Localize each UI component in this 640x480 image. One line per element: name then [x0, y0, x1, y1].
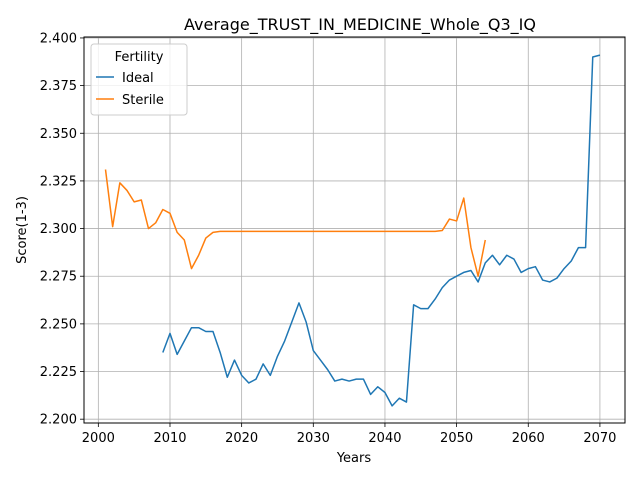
x-tick-label: 2010 — [153, 431, 186, 446]
x-tick-label: 2000 — [82, 431, 115, 446]
x-axis: 2000 2010 2020 2030 2040 2050 2060 2070 — [82, 423, 616, 446]
x-tick-label: 2050 — [440, 431, 473, 446]
series-line-ideal — [162, 54, 601, 407]
y-tick-label: 2.325 — [40, 174, 77, 189]
legend-box — [90, 43, 188, 116]
legend-title: Fertility — [115, 50, 164, 65]
x-tick-label: 2030 — [297, 431, 330, 446]
y-tick-label: 2.350 — [40, 127, 77, 142]
legend-label-ideal: Ideal — [122, 71, 154, 86]
x-tick-label: 2040 — [368, 431, 401, 446]
legend: Fertility Ideal Sterile — [90, 43, 188, 116]
y-tick-label: 2.200 — [40, 413, 77, 428]
y-tick-label: 2.300 — [40, 222, 77, 237]
plot-lines — [104, 54, 601, 407]
x-tick-label: 2060 — [512, 431, 545, 446]
y-axis-label: Score(1-3) — [15, 196, 30, 264]
y-tick-label: 2.250 — [40, 317, 77, 332]
x-tick-label: 2020 — [225, 431, 258, 446]
grid-lines — [84, 37, 625, 423]
y-tick-label: 2.225 — [40, 365, 77, 380]
chart-title: Average_TRUST_IN_MEDICINE_Whole_Q3_IQ — [184, 15, 536, 35]
series-line-sterile — [104, 169, 487, 277]
y-tick-label: 2.400 — [40, 31, 77, 46]
plot-frame — [83, 36, 626, 424]
legend-label-sterile: Sterile — [122, 93, 164, 108]
y-axis: 2.200 2.225 2.250 2.275 2.300 2.325 2.350 2.375… — [40, 31, 84, 428]
y-tick-label: 2.375 — [40, 79, 77, 94]
x-tick-label: 2070 — [583, 431, 616, 446]
y-tick-label: 2.275 — [40, 270, 77, 285]
x-axis-label: Years — [336, 451, 372, 466]
